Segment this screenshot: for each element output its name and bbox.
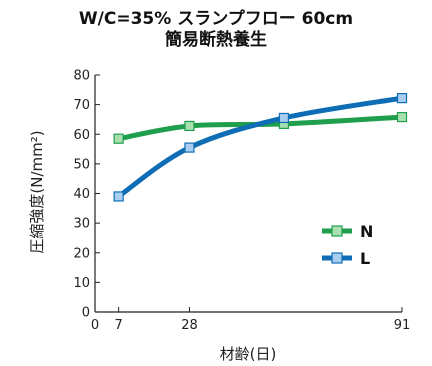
y-tick-label: 20 xyxy=(73,246,90,261)
legend-marker-n xyxy=(331,225,343,237)
y-tick-label: 0 xyxy=(82,306,90,321)
y-tick-label: 50 xyxy=(73,157,90,172)
chart-title-line1: W/C=35% スランプフロー 60cm xyxy=(79,8,353,29)
x-tick-label: 0 xyxy=(91,318,99,333)
y-tick-label: 40 xyxy=(73,187,90,202)
x-tick-label: 7 xyxy=(114,318,122,333)
y-tick-label: 60 xyxy=(73,128,90,143)
data-point-l xyxy=(113,191,124,202)
data-point-l xyxy=(184,142,195,153)
y-tick-label: 80 xyxy=(73,69,90,84)
y-axis-label: 圧縮強度(N/mm²) xyxy=(28,130,46,253)
x-axis-label: 材齢(日) xyxy=(220,345,277,363)
y-tick-label: 10 xyxy=(73,276,90,291)
x-tick-label: 28 xyxy=(181,318,198,333)
legend-marker-l xyxy=(331,252,343,264)
data-point-l xyxy=(396,93,408,104)
legend: NL xyxy=(322,222,373,268)
series-line-l xyxy=(116,95,405,199)
data-point-n xyxy=(396,111,408,123)
data-point-n xyxy=(184,120,195,132)
y-tick-label: 30 xyxy=(73,217,90,232)
series-layer xyxy=(113,93,408,202)
data-point-l xyxy=(278,112,290,124)
x-tick-label: 91 xyxy=(394,318,411,333)
y-tick-label: 70 xyxy=(73,98,90,113)
legend-label-l: L xyxy=(360,249,370,268)
chart-title-line2: 簡易断熱養生 xyxy=(164,29,267,50)
legend-label-n: N xyxy=(360,222,373,241)
data-point-n xyxy=(113,133,124,144)
series-line-n xyxy=(116,114,405,142)
